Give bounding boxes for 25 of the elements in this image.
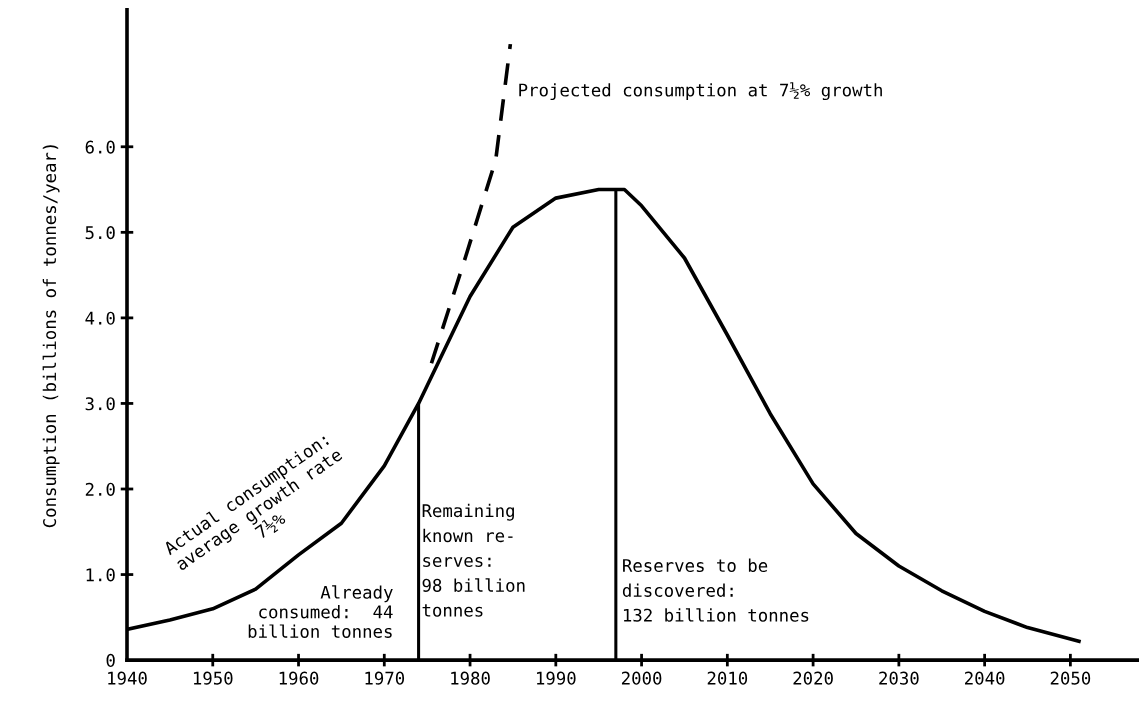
y-tick-label: 1.0	[86, 568, 115, 582]
x-tick-label: 2010	[707, 671, 748, 685]
annotation: Reserves to be discovered: 132 billion tonnes	[622, 558, 809, 622]
x-tick-label: 1960	[279, 671, 319, 685]
y-tick-label: 3.0	[85, 397, 115, 411]
line-series	[429, 42, 513, 366]
annotation: Remaining known re- serves: 98 billion tonnes	[422, 503, 525, 617]
x-tick-label: 2020	[793, 671, 833, 685]
annotation: Projected consumption at 7½% growth	[519, 82, 882, 101]
x-tick-label: 1950	[193, 671, 233, 685]
x-tick-label: 1970	[365, 671, 405, 685]
x-tick-label: 1940	[108, 671, 147, 685]
annotation: Already consumed: 44 billion tonnes	[248, 585, 393, 638]
x-tick-label: 2030	[879, 671, 919, 685]
x-tick-label: 2050	[1050, 671, 1091, 685]
y-tick-label: 4.0	[85, 311, 115, 325]
x-tick-label: 2040	[965, 671, 1005, 685]
y-tick-label: 0	[106, 653, 115, 667]
x-tick-label: 1990	[536, 671, 576, 685]
y-tick-label: 6.0	[85, 140, 115, 154]
y-tick-label: 2.0	[85, 482, 115, 496]
x-tick-label: 2000	[621, 671, 662, 685]
y-tick-label: 5.0	[85, 226, 115, 240]
x-tick-label: 1980	[451, 671, 490, 685]
y-axis-title: Consumption (billions of tonnes/year)	[42, 145, 60, 528]
